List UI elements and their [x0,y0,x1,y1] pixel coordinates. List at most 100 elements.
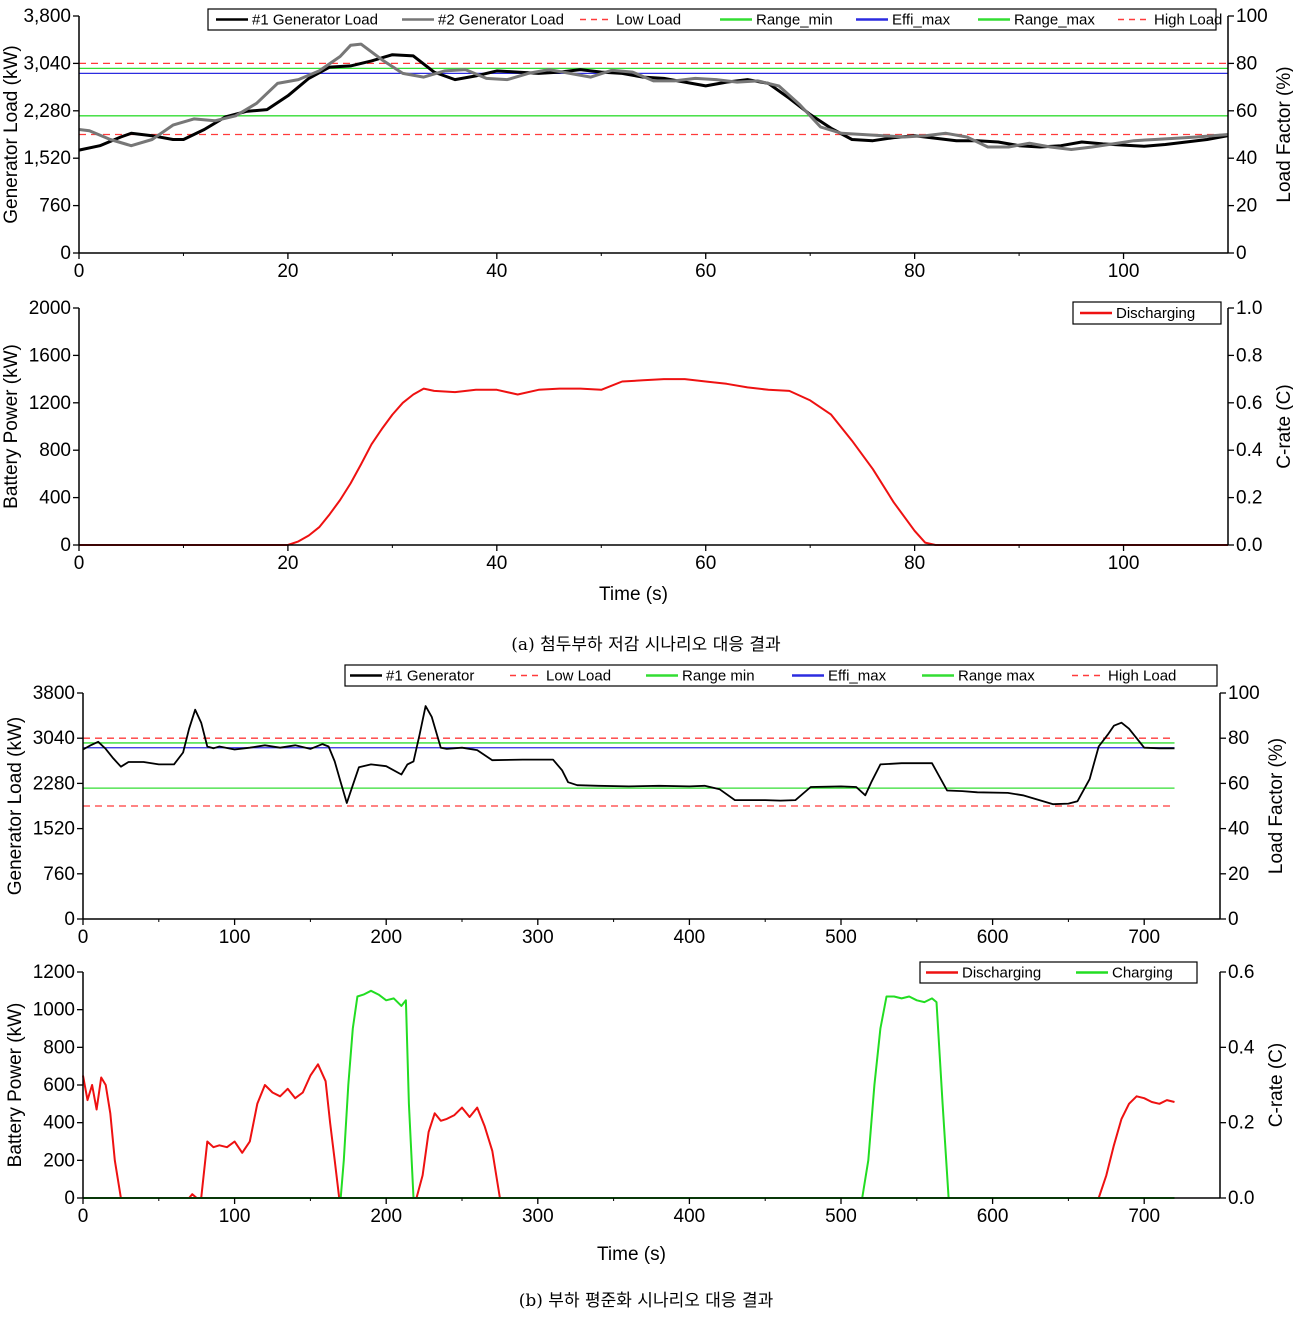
x-tick-label: 200 [370,1206,402,1227]
y-tick-label: 1,520 [23,148,71,169]
x-tick-label: 20 [277,261,298,282]
legend-entry: Discharging [1116,305,1195,322]
y2-tick-label: 80 [1236,53,1257,74]
x-tick-label: 200 [370,927,402,948]
y-axis-label: Generator Load (kW) [5,717,26,895]
y2-tick-label: 0.2 [1228,1113,1254,1134]
legend-entry: Range_max [1014,12,1095,29]
y-axis-label: Generator Load (kW) [1,45,22,223]
y-tick-label: 0 [60,535,71,556]
y2-tick-label: 0.6 [1236,393,1262,414]
y-tick-label: 1600 [29,345,71,366]
chart-b-bottom: 0 100 200 300 400 500 600 700 0 200 400 600 800 1000 1… [5,961,1287,1265]
legend-box [919,961,1198,984]
x-tick-label: 500 [825,1206,857,1227]
legend-box [207,8,1217,31]
series-line-charging-2 [83,995,1175,1199]
y-tick-label: 3,800 [23,6,71,27]
y2-tick-label: 40 [1236,148,1257,169]
x-axis-label: Time (s) [599,584,668,605]
y2-tick-label: 100 [1236,6,1268,27]
y2-tick-label: 0.0 [1236,535,1262,556]
x-tick-label: 700 [1128,1206,1160,1227]
x-tick-label: 100 [219,927,251,948]
y-tick-label: 400 [39,488,71,509]
series-line-gen2-1 [78,42,1229,151]
x-tick-label: 300 [522,1206,554,1227]
x-tick-label: 100 [1108,553,1140,574]
legend-entry: #1 Generator Load [252,12,378,29]
legend-entry: #1 Generator [386,668,474,685]
y-tick-label: 760 [39,196,71,217]
x-tick-label: 0 [74,553,85,574]
y2-tick-label: 0.8 [1236,345,1262,366]
legend-entry: Effi_max [828,668,887,685]
y-tick-label: 0 [60,243,71,264]
x-axis-label: Time (s) [597,1244,666,1265]
y2-tick-label: 60 [1228,773,1249,794]
y-tick-label: 3,040 [23,53,71,74]
y2-tick-label: 20 [1236,196,1257,217]
y2-tick-label: 60 [1236,101,1257,122]
chart-a-top: 0 20 40 60 80 100 0 760 1,520 2,280 3,040 3,800 0 20 4… [1,6,1293,282]
y2-tick-label: 0 [1236,243,1247,264]
y-tick-label: 1520 [33,819,75,840]
legend-entry: Low Load [616,12,681,29]
y-tick-label: 800 [39,440,71,461]
y-tick-label: 600 [43,1075,75,1096]
y-tick-label: 1000 [33,1000,75,1021]
legend-entry: High Load [1108,668,1176,685]
legend-entry: Effi_max [892,12,951,29]
x-tick-label: 60 [695,261,716,282]
legend-entry: #2 Generator Load [438,12,564,29]
x-tick-label: 100 [219,1206,251,1227]
y-tick-label: 1200 [33,962,75,983]
legend-entry: Discharging [962,965,1041,982]
legend-box [344,664,1218,687]
x-tick-label: 400 [674,1206,706,1227]
x-tick-label: 500 [825,927,857,948]
y-tick-label: 2,280 [23,101,71,122]
chart-a-bottom: 0 20 40 60 80 100 0 400 800 1200 1600 2000 0.0 0.2 0.4… [1,298,1293,605]
x-tick-label: 300 [522,927,554,948]
y2-tick-label: 80 [1228,728,1249,749]
y-tick-label: 2280 [33,773,75,794]
y-tick-label: 2000 [29,298,71,319]
y2-tick-label: 0 [1228,909,1239,930]
x-tick-label: 80 [904,261,925,282]
legend-entry: High Load [1154,12,1222,29]
y-tick-label: 0 [64,1188,75,1209]
y2-tick-label: 20 [1228,864,1249,885]
y2-axis-label: C-rate (C) [1266,1043,1287,1127]
y-tick-label: 800 [43,1037,75,1058]
legend-entry: Charging [1112,965,1173,982]
legend-entry: Range_min [756,12,833,29]
series-line-charging-1 [83,989,1175,1199]
legend-entry: Low Load [546,668,611,685]
x-tick-label: 0 [74,261,85,282]
y2-tick-label: 100 [1228,683,1260,704]
y-axis-label: Battery Power (kW) [5,1003,26,1168]
x-tick-label: 40 [486,553,507,574]
y-tick-label: 0 [64,909,75,930]
y-tick-label: 3040 [33,728,75,749]
caption-a: (a) 첨두부하 저감 시나리오 대응 결과 [511,635,781,655]
x-tick-label: 40 [486,261,507,282]
x-tick-label: 700 [1128,927,1160,948]
y-tick-label: 200 [43,1150,75,1171]
x-tick-label: 0 [78,1206,89,1227]
y2-tick-label: 0.4 [1228,1037,1255,1058]
chart-b-top: 0 100 200 300 400 500 600 700076015202280304038… [5,664,1287,948]
y2-tick-label: 0.0 [1228,1188,1254,1209]
y2-tick-label: 0.6 [1228,962,1254,983]
caption-b: (b) 부하 평준화 시나리오 대응 결과 [519,1291,774,1311]
series-line-discharging-0 [82,1063,1175,1199]
series-line-gen1-0 [82,705,1175,806]
y-tick-label: 1200 [29,393,71,414]
x-tick-label: 0 [78,927,89,948]
x-tick-label: 400 [674,927,706,948]
y2-axis-label: Load Factor (%) [1274,66,1293,202]
series-line-discharging-0 [79,378,1228,546]
y-tick-label: 760 [43,864,75,885]
